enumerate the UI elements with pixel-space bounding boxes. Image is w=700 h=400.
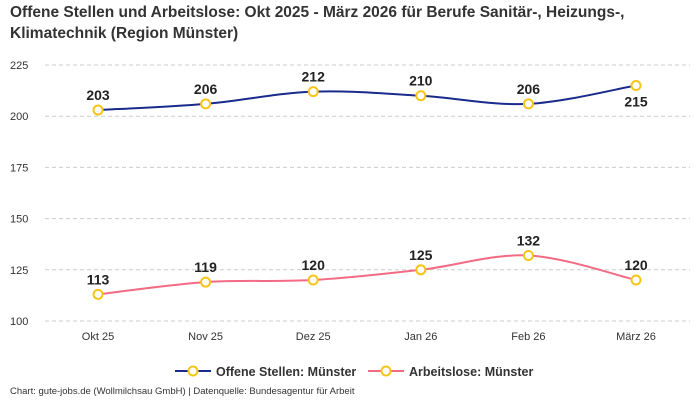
chart-source-footer: Chart: gute-jobs.de (Wollmilchsau GmbH) … bbox=[10, 386, 355, 397]
y-tick-label: 225 bbox=[10, 60, 28, 72]
data-point[interactable] bbox=[307, 274, 319, 286]
data-point[interactable] bbox=[307, 86, 319, 98]
data-point[interactable] bbox=[200, 98, 212, 110]
data-label: 120 bbox=[302, 257, 326, 273]
data-point[interactable] bbox=[630, 79, 642, 91]
data-label: 120 bbox=[624, 257, 648, 273]
legend-item[interactable]: Arbeitslose: Münster bbox=[409, 365, 533, 379]
data-label: 113 bbox=[87, 271, 110, 287]
legend-marker-icon bbox=[187, 365, 199, 377]
data-point[interactable] bbox=[200, 276, 212, 288]
x-tick-label: Okt 25 bbox=[82, 331, 114, 343]
data-label: 206 bbox=[517, 81, 541, 97]
data-point[interactable] bbox=[415, 90, 427, 102]
x-tick-label: Dez 25 bbox=[296, 331, 331, 343]
x-tick-label: März 26 bbox=[616, 331, 656, 343]
data-point[interactable] bbox=[630, 274, 642, 286]
chart-title: Offene Stellen und Arbeitslose: Okt 2025… bbox=[10, 4, 625, 42]
data-point[interactable] bbox=[522, 98, 534, 110]
data-point[interactable] bbox=[92, 104, 104, 116]
legend-item[interactable]: Offene Stellen: Münster bbox=[216, 365, 356, 379]
y-tick-label: 200 bbox=[10, 111, 28, 123]
x-tick-label: Nov 25 bbox=[188, 331, 223, 343]
series-line bbox=[97, 254, 637, 296]
data-label: 132 bbox=[517, 232, 541, 248]
data-label: 119 bbox=[194, 259, 217, 275]
series-line bbox=[97, 84, 637, 112]
data-label: 212 bbox=[302, 69, 326, 85]
data-label: 203 bbox=[86, 87, 110, 103]
data-point[interactable] bbox=[92, 288, 104, 300]
data-label: 125 bbox=[409, 247, 433, 263]
data-label: 215 bbox=[624, 93, 648, 109]
x-tick-label: Feb 26 bbox=[511, 331, 545, 343]
y-tick-label: 100 bbox=[10, 316, 28, 328]
y-tick-label: 150 bbox=[10, 214, 28, 226]
legend-marker-icon bbox=[380, 365, 392, 377]
data-label: 210 bbox=[409, 73, 433, 89]
y-tick-label: 175 bbox=[10, 162, 28, 174]
data-point[interactable] bbox=[415, 264, 427, 276]
data-label: 206 bbox=[194, 81, 218, 97]
x-tick-label: Jan 26 bbox=[404, 331, 437, 343]
y-tick-label: 125 bbox=[10, 265, 28, 277]
data-point[interactable] bbox=[522, 249, 534, 261]
